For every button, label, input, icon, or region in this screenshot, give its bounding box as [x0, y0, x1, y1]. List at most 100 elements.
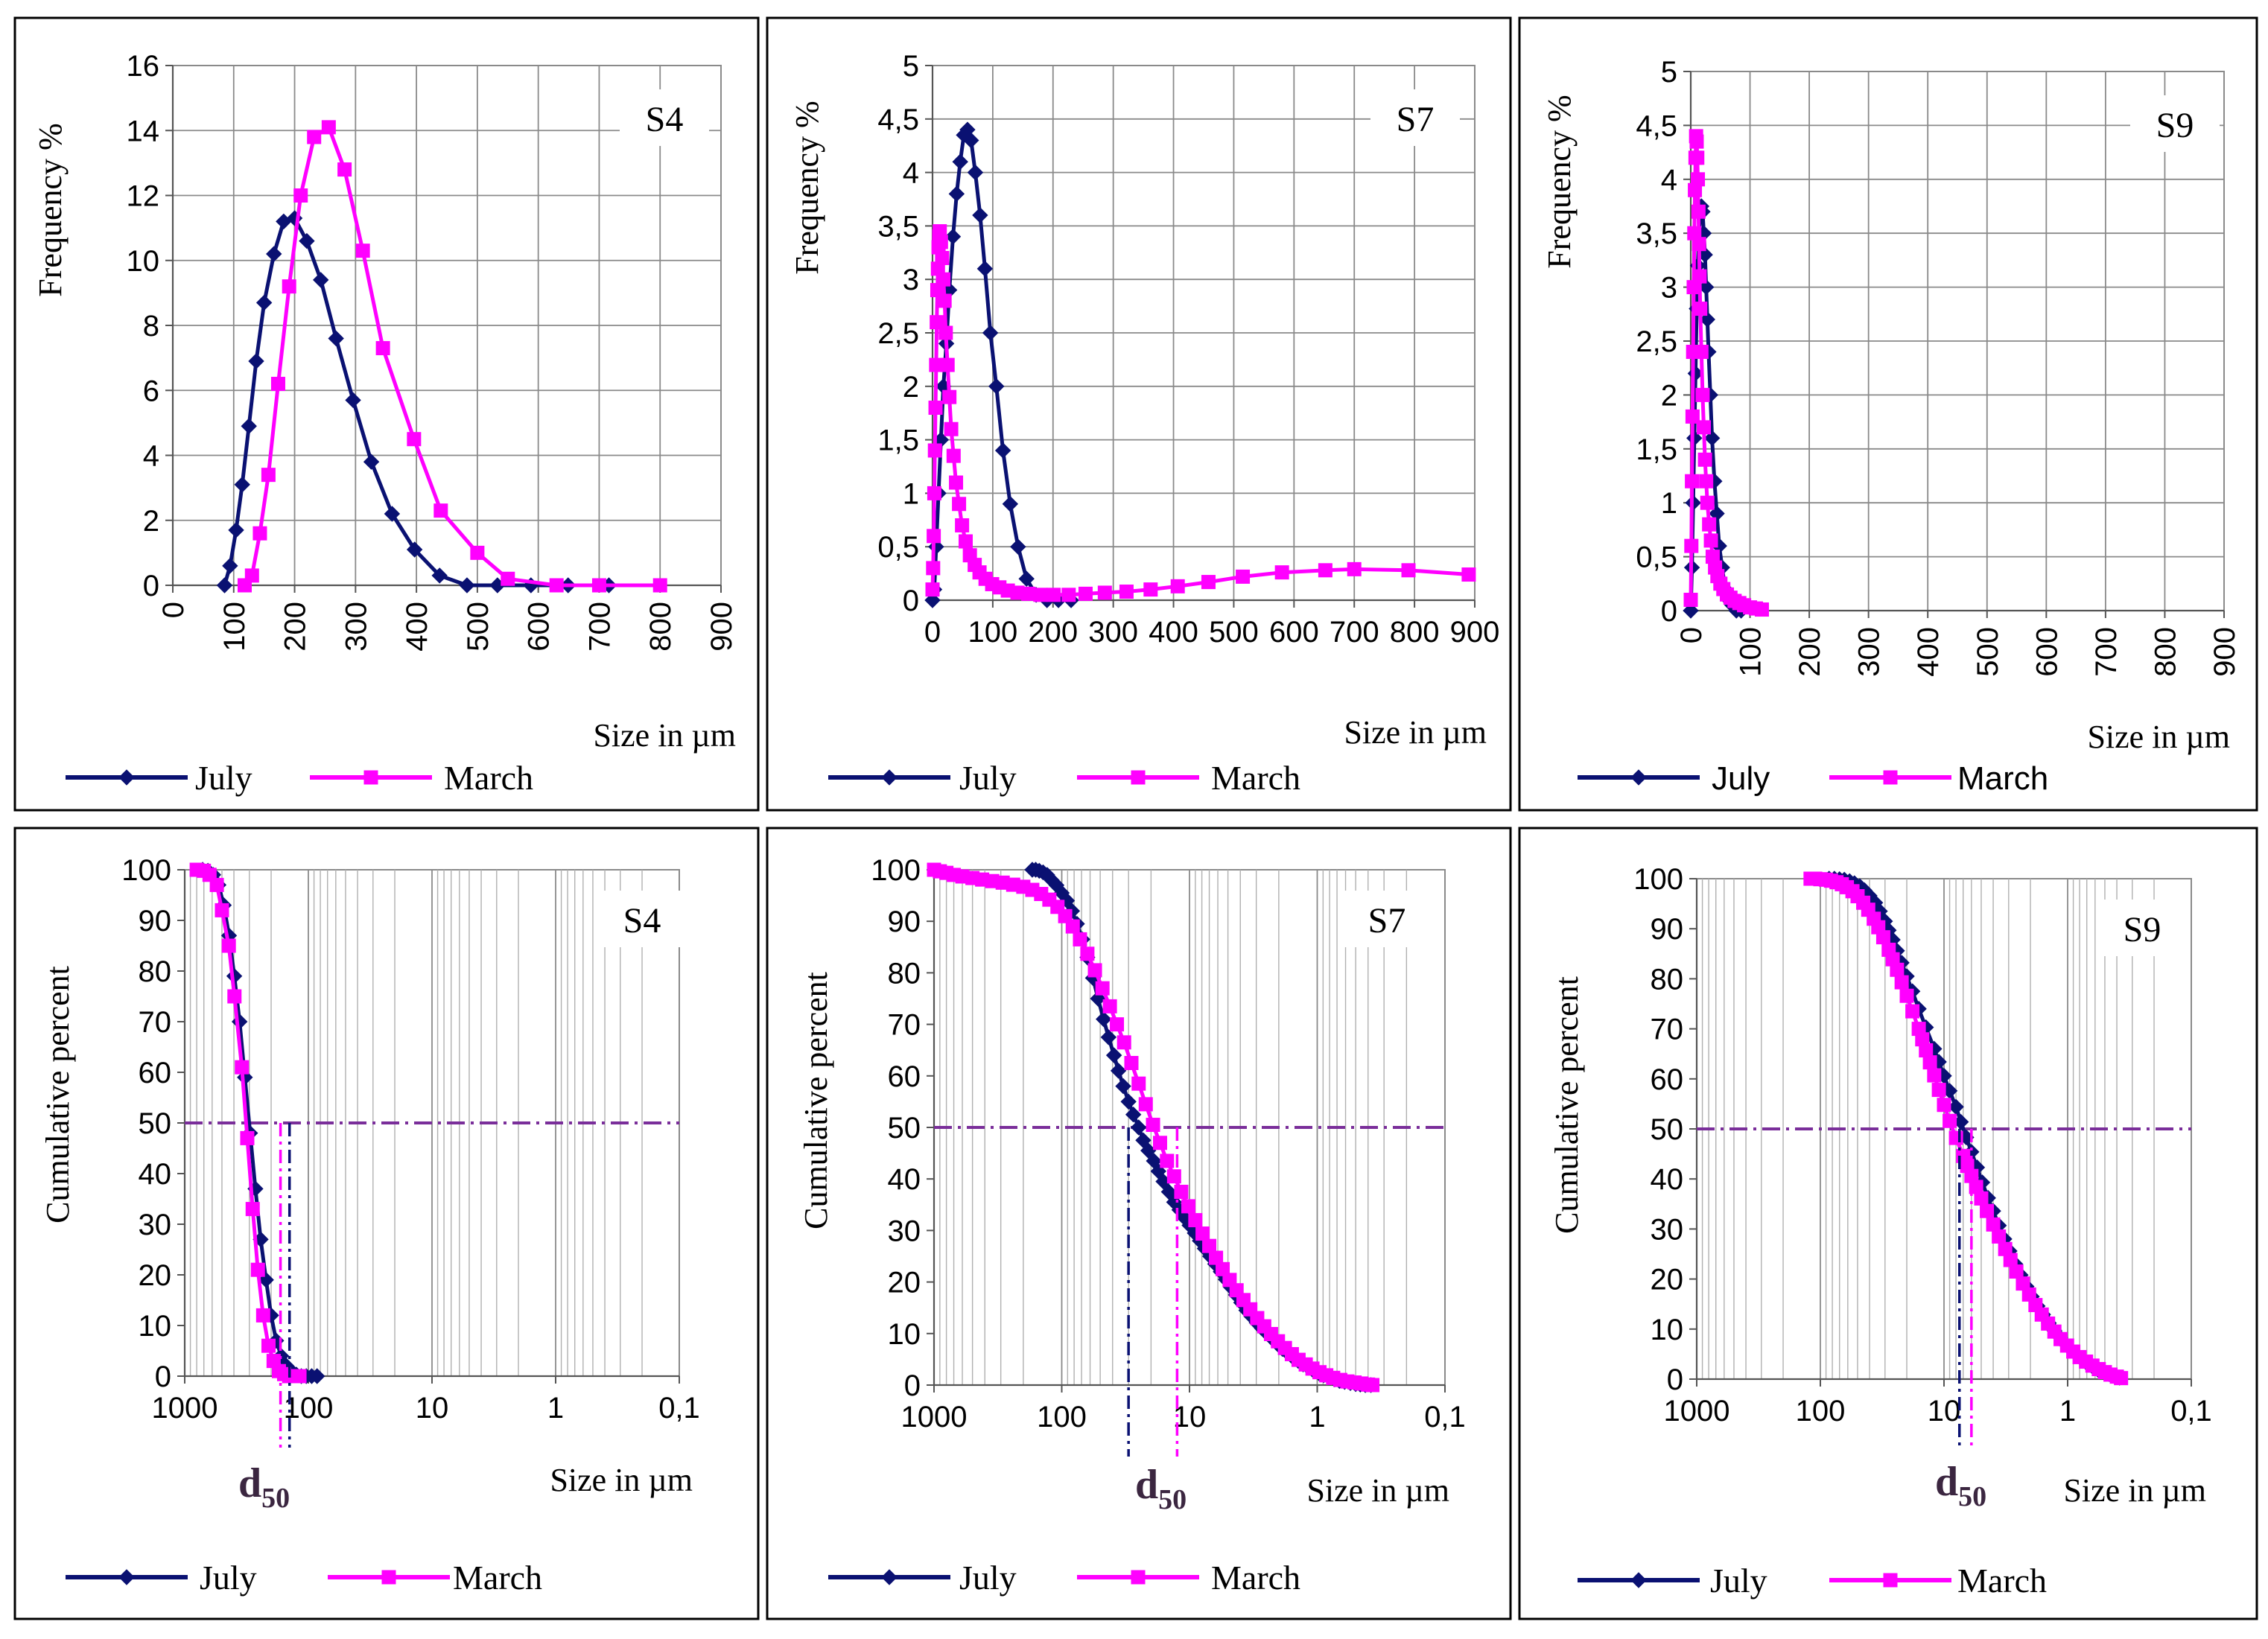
x-tick-label: 600	[2030, 627, 2063, 677]
data-point-march	[1065, 919, 1080, 934]
x-tick-label: 0	[1675, 627, 1708, 643]
x-tick-label: 900	[2208, 627, 2241, 677]
data-point-march	[927, 443, 942, 458]
data-point-march	[1986, 1217, 2001, 1232]
data-point-march	[1693, 302, 1708, 316]
data-point-march	[938, 325, 953, 340]
y-tick-label: 50	[139, 1107, 172, 1140]
data-point-july	[228, 522, 244, 538]
data-point-march	[942, 389, 957, 404]
x-tick-label: 0	[157, 602, 190, 618]
data-point-march	[250, 1262, 265, 1277]
data-point-march	[470, 545, 485, 560]
data-point-march	[252, 526, 267, 541]
data-point-march	[591, 578, 606, 593]
data-point-july	[952, 153, 968, 170]
data-point-march	[1116, 1035, 1131, 1050]
data-point-march	[355, 244, 370, 258]
legend-label-march: March	[1957, 1562, 2047, 1600]
data-point-july	[1096, 1011, 1112, 1028]
data-point-march	[215, 903, 229, 917]
data-point-march	[1890, 962, 1905, 977]
data-point-march	[958, 534, 973, 549]
y-tick-label: 2	[143, 505, 159, 538]
y-tick-label: 2,5	[1636, 325, 1677, 358]
y-tick-label: 30	[888, 1215, 921, 1247]
data-point-march	[221, 938, 236, 953]
data-point-july	[459, 577, 475, 593]
y-tick-label: 10	[888, 1318, 921, 1351]
data-point-march	[209, 877, 224, 892]
x-tick-label: 100	[1796, 1395, 1846, 1428]
data-point-march	[270, 377, 285, 392]
data-point-july	[299, 232, 315, 249]
y-axis-title: Cumulative percent	[798, 972, 834, 1229]
data-point-march	[1131, 1076, 1146, 1091]
data-point-march	[1974, 1191, 1989, 1206]
data-point-march	[1922, 1055, 1937, 1070]
data-point-march	[1236, 569, 1251, 584]
panel-tag: S4	[623, 901, 661, 941]
y-tick-label: 50	[888, 1112, 921, 1145]
tag-background	[597, 891, 687, 947]
data-point-march	[1195, 1226, 1210, 1241]
data-point-march	[1401, 563, 1416, 578]
legend: July March	[66, 1559, 542, 1597]
data-point-march	[1694, 344, 1709, 359]
x-tick-label: 600	[523, 602, 556, 652]
x-tick-label: 100	[284, 1392, 334, 1425]
data-point-march	[927, 486, 941, 500]
data-point-march	[946, 448, 961, 463]
data-point-march	[1699, 474, 1714, 488]
chart-S9-cumulative: 0 10 20 30 40 50 60 70 80 90 100 1000 100 10 1 0,1 Cumul…	[1548, 863, 2212, 1600]
data-point-march	[261, 468, 276, 483]
data-point-march	[1102, 999, 1117, 1013]
legend-label-march: March	[444, 759, 533, 797]
legend-label-july: July	[200, 1559, 257, 1597]
chart-S4-frequency: 0 2 4 6 8 10 12 14 16 0 100 200 300 400 500 600 700 800 90…	[32, 50, 738, 797]
y-tick-label: 90	[139, 905, 172, 938]
legend-marker-march	[1883, 1573, 1898, 1588]
data-point-july	[431, 567, 448, 584]
x-tick-label: 200	[1028, 616, 1078, 649]
data-point-july	[948, 185, 965, 203]
data-point-march	[1937, 1098, 1951, 1113]
y-tick-label: 30	[139, 1209, 172, 1241]
x-tick-label: 1	[1309, 1401, 1325, 1433]
data-point-july	[266, 246, 282, 262]
data-point-march	[1702, 517, 1717, 532]
data-point-march	[937, 293, 952, 308]
data-point-march	[2009, 1264, 2024, 1279]
x-tick-label: 1000	[152, 1392, 218, 1425]
x-tick-label: 500	[1209, 616, 1259, 649]
tag-background	[2097, 900, 2187, 956]
data-point-march	[245, 1202, 260, 1217]
series-march	[189, 862, 307, 1384]
x-tick-label: 10	[1928, 1395, 1961, 1428]
legend-label-march: March	[1211, 759, 1300, 797]
data-point-march	[1697, 452, 1712, 467]
data-point-july	[967, 164, 984, 181]
panel-tag: S7	[1397, 100, 1435, 139]
x-tick-label: 900	[705, 602, 738, 652]
y-tick-label: 0	[904, 1369, 921, 1402]
y-tick-label: 90	[888, 906, 921, 938]
y-tick-label: 20	[888, 1267, 921, 1299]
x-axis-title: Size in µm	[593, 717, 736, 754]
data-point-march	[652, 578, 667, 593]
y-tick-label: 1,5	[1636, 433, 1677, 466]
data-point-march	[1461, 567, 1476, 582]
y-tick-label: 2,5	[877, 317, 919, 350]
y-tick-label: 0	[143, 570, 159, 602]
data-point-july	[976, 261, 994, 277]
legend-marker-july	[118, 769, 135, 786]
data-point-march	[1274, 565, 1289, 580]
data-point-march	[949, 475, 964, 490]
data-point-march	[955, 518, 970, 532]
data-point-july	[241, 418, 257, 434]
legend-label-july: July	[959, 1559, 1017, 1597]
data-point-march	[307, 130, 322, 144]
data-point-july	[384, 506, 401, 522]
tag-background	[1370, 89, 1460, 146]
